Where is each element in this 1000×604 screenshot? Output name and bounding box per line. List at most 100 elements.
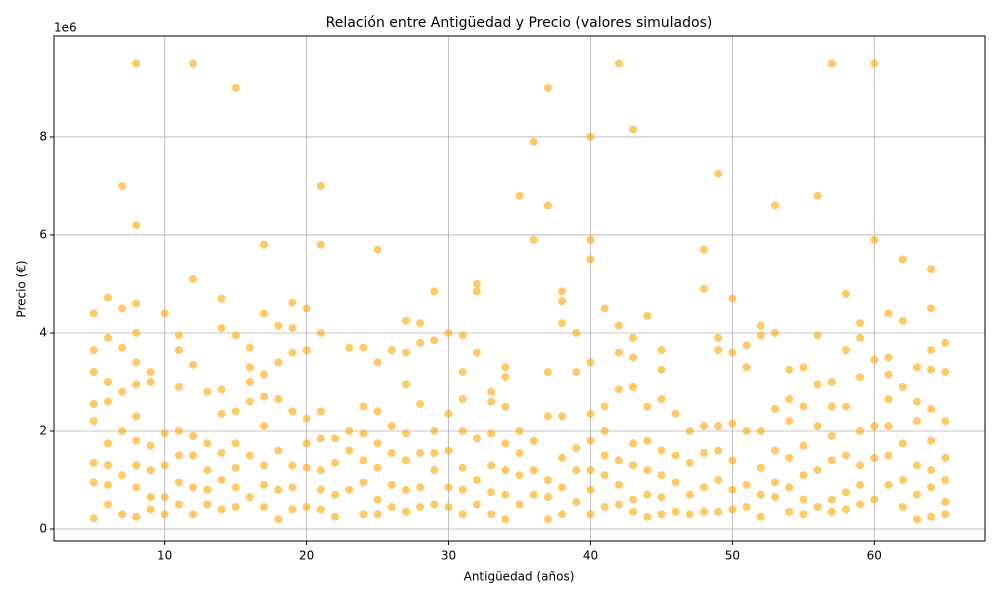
point bbox=[884, 370, 893, 379]
point bbox=[387, 346, 396, 355]
point bbox=[799, 471, 808, 480]
point bbox=[643, 402, 652, 411]
point bbox=[714, 475, 723, 484]
point bbox=[132, 512, 141, 521]
point bbox=[274, 395, 283, 404]
point bbox=[558, 319, 567, 328]
point bbox=[799, 510, 808, 519]
point bbox=[118, 471, 127, 480]
point bbox=[472, 279, 481, 288]
point bbox=[884, 422, 893, 431]
point bbox=[359, 429, 368, 438]
point bbox=[841, 289, 850, 298]
point bbox=[89, 400, 98, 409]
point bbox=[373, 407, 382, 416]
point bbox=[827, 402, 836, 411]
point bbox=[146, 466, 155, 475]
point bbox=[288, 298, 297, 307]
point bbox=[217, 385, 226, 394]
point bbox=[245, 343, 254, 352]
point bbox=[728, 456, 737, 465]
point bbox=[487, 387, 496, 396]
point bbox=[103, 480, 112, 489]
point bbox=[430, 500, 439, 509]
point bbox=[870, 235, 879, 244]
point bbox=[912, 461, 921, 470]
point bbox=[345, 446, 354, 455]
point bbox=[728, 294, 737, 303]
point bbox=[501, 515, 510, 524]
point bbox=[856, 373, 865, 382]
point bbox=[728, 485, 737, 494]
point bbox=[401, 429, 410, 438]
point bbox=[302, 304, 311, 313]
point bbox=[401, 316, 410, 325]
point bbox=[586, 436, 595, 445]
point bbox=[529, 137, 538, 146]
point bbox=[699, 422, 708, 431]
point bbox=[827, 377, 836, 386]
point bbox=[884, 451, 893, 460]
point bbox=[827, 507, 836, 516]
point bbox=[174, 382, 183, 391]
point bbox=[89, 417, 98, 426]
point bbox=[160, 461, 169, 470]
point bbox=[799, 495, 808, 504]
point bbox=[373, 510, 382, 519]
point bbox=[231, 407, 240, 416]
point bbox=[401, 456, 410, 465]
point bbox=[416, 502, 425, 511]
point bbox=[501, 363, 510, 372]
point bbox=[401, 507, 410, 516]
point bbox=[331, 490, 340, 499]
point bbox=[174, 346, 183, 355]
point bbox=[543, 201, 552, 210]
point bbox=[217, 294, 226, 303]
point bbox=[118, 304, 127, 313]
point bbox=[359, 343, 368, 352]
point bbox=[430, 449, 439, 458]
point bbox=[614, 348, 623, 357]
point bbox=[487, 488, 496, 497]
point bbox=[217, 475, 226, 484]
point bbox=[174, 500, 183, 509]
point bbox=[657, 471, 666, 480]
point bbox=[245, 377, 254, 386]
point bbox=[118, 510, 127, 519]
point bbox=[203, 485, 212, 494]
point bbox=[543, 412, 552, 421]
y-tick-label: 6 bbox=[39, 227, 47, 241]
point bbox=[699, 507, 708, 516]
point bbox=[586, 132, 595, 141]
point bbox=[671, 451, 680, 460]
point bbox=[827, 431, 836, 440]
point bbox=[799, 441, 808, 450]
point bbox=[856, 461, 865, 470]
point bbox=[629, 125, 638, 134]
point bbox=[614, 59, 623, 68]
point bbox=[785, 395, 794, 404]
point bbox=[316, 407, 325, 416]
point bbox=[387, 480, 396, 489]
point bbox=[160, 309, 169, 318]
point bbox=[118, 181, 127, 190]
point bbox=[189, 59, 198, 68]
point bbox=[884, 353, 893, 362]
point bbox=[813, 331, 822, 340]
point bbox=[444, 446, 453, 455]
point bbox=[345, 485, 354, 494]
point bbox=[714, 422, 723, 431]
x-tick-label: 10 bbox=[157, 549, 172, 563]
point bbox=[316, 181, 325, 190]
point bbox=[714, 507, 723, 516]
point bbox=[274, 485, 283, 494]
point bbox=[331, 458, 340, 467]
point bbox=[472, 287, 481, 296]
point bbox=[657, 493, 666, 502]
point bbox=[444, 502, 453, 511]
point bbox=[416, 400, 425, 409]
x-tick-label: 20 bbox=[299, 549, 314, 563]
point bbox=[302, 463, 311, 472]
y-tick-label: 4 bbox=[39, 325, 47, 339]
point bbox=[373, 495, 382, 504]
